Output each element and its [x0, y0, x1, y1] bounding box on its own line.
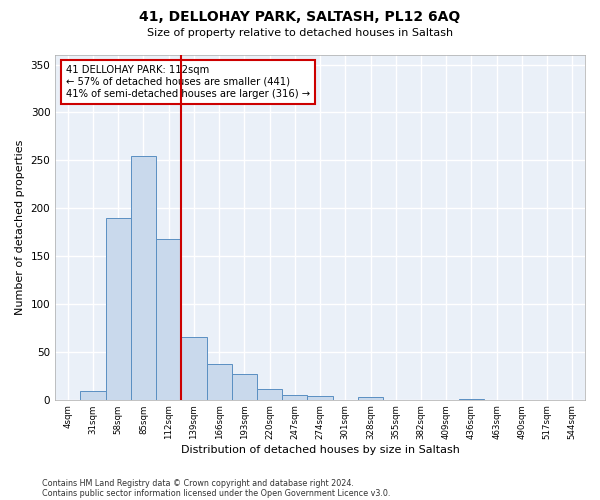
- Text: Contains public sector information licensed under the Open Government Licence v3: Contains public sector information licen…: [42, 488, 391, 498]
- Bar: [131, 156, 156, 400]
- Text: Contains HM Land Registry data © Crown copyright and database right 2024.: Contains HM Land Registry data © Crown c…: [42, 478, 354, 488]
- Text: Size of property relative to detached houses in Saltash: Size of property relative to detached ho…: [147, 28, 453, 38]
- Bar: [156, 239, 181, 400]
- Bar: [181, 338, 206, 400]
- Bar: [358, 397, 383, 400]
- Bar: [232, 374, 257, 400]
- Bar: [80, 391, 106, 400]
- Bar: [206, 364, 232, 400]
- Bar: [307, 396, 332, 400]
- Bar: [459, 399, 484, 400]
- Bar: [257, 389, 282, 400]
- Text: 41 DELLOHAY PARK: 112sqm
← 57% of detached houses are smaller (441)
41% of semi-: 41 DELLOHAY PARK: 112sqm ← 57% of detach…: [66, 66, 310, 98]
- Text: 41, DELLOHAY PARK, SALTASH, PL12 6AQ: 41, DELLOHAY PARK, SALTASH, PL12 6AQ: [139, 10, 461, 24]
- Bar: [106, 218, 131, 400]
- Y-axis label: Number of detached properties: Number of detached properties: [15, 140, 25, 315]
- X-axis label: Distribution of detached houses by size in Saltash: Distribution of detached houses by size …: [181, 445, 460, 455]
- Bar: [282, 395, 307, 400]
